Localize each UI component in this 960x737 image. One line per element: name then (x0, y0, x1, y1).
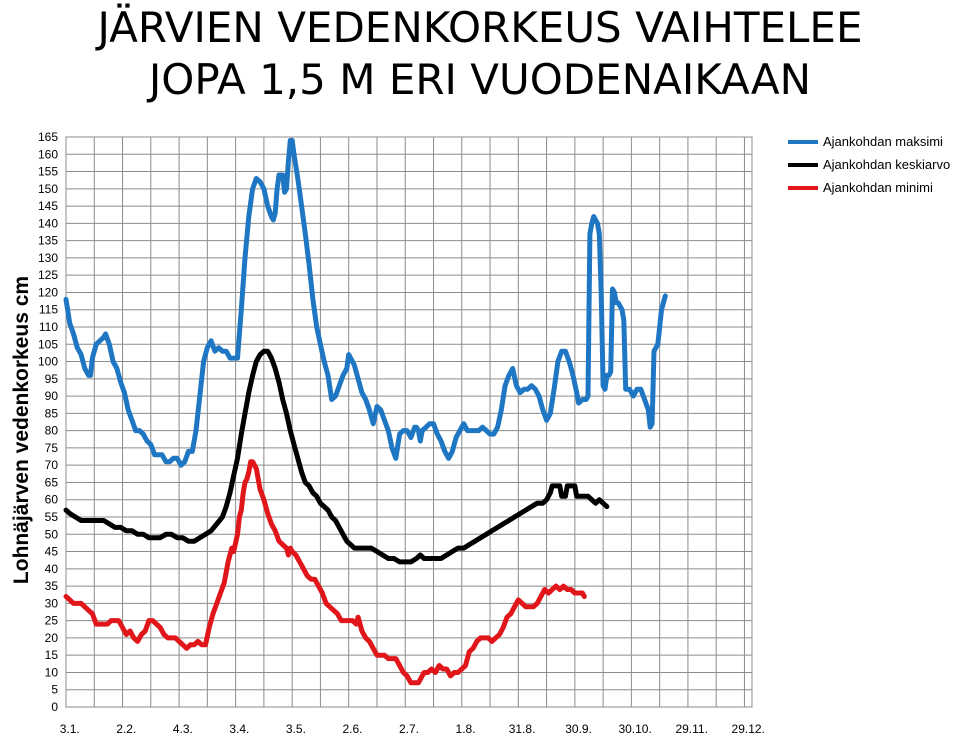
y-tick-label: 135 (38, 234, 58, 248)
chart-title: JÄRVIEN VEDENKORKEUS VAIHTELEE JOPA 1,5 … (20, 2, 940, 106)
y-tick-label: 85 (45, 406, 59, 420)
x-tick-label: 29.11. (675, 722, 707, 736)
y-tick-label: 155 (38, 165, 58, 179)
x-tick-label: 3.5. (286, 722, 306, 736)
x-tick-label: 2.2. (116, 722, 136, 736)
legend-swatch-max (788, 139, 818, 144)
x-tick-label: 30.9. (565, 722, 592, 736)
chart-title-line-1: JÄRVIEN VEDENKORKEUS VAIHTELEE (97, 3, 863, 52)
y-tick-label: 75 (45, 441, 59, 455)
y-tick-label: 105 (38, 337, 58, 351)
y-tick-label: 10 (45, 665, 59, 679)
y-tick-label: 125 (38, 268, 58, 282)
plot-frame (65, 136, 753, 708)
y-tick-label: 50 (45, 527, 59, 541)
y-tick-label: 140 (38, 216, 58, 230)
x-tick-label: 4.3. (173, 722, 193, 736)
y-tick-label: 160 (38, 147, 58, 161)
y-tick-label: 165 (38, 130, 58, 144)
y-tick-label: 45 (45, 545, 59, 559)
legend-label-mean: Ajankohdan keskiarvo (823, 157, 951, 172)
x-tick-label: 2.6. (342, 722, 362, 736)
y-tick-label: 15 (45, 648, 59, 662)
y-tick-labels: 0 5 10 15 20 25 30 35 40 45 50 55 60 65 70 75 80 85 90 95 10… (38, 130, 58, 714)
series-line-2 (63, 459, 587, 686)
y-tick-label: 70 (45, 458, 59, 472)
y-tick-label: 115 (39, 303, 58, 317)
series-line-0 (63, 138, 668, 468)
y-tick-label: 145 (38, 199, 58, 213)
x-tick-label: 31.8. (509, 722, 536, 736)
legend-item-mean: Ajankohdan keskiarvo (788, 153, 950, 176)
y-tick-label: 110 (39, 320, 58, 334)
series-line-1 (63, 348, 610, 565)
y-tick-label: 95 (45, 372, 59, 386)
x-tick-label: 30.10. (618, 722, 651, 736)
y-tick-label: 35 (45, 579, 59, 593)
y-tick-label: 90 (45, 389, 59, 403)
y-tick-label: 100 (38, 355, 58, 369)
y-tick-label: 0 (51, 700, 58, 714)
legend-item-max: Ajankohdan maksimi (788, 130, 950, 153)
y-tick-label: 20 (45, 631, 59, 645)
y-tick-label: 40 (45, 562, 59, 576)
legend-label-max: Ajankohdan maksimi (823, 134, 943, 149)
x-tick-label: 29.12. (732, 722, 765, 736)
x-tick-labels: 3.1. 2.2. 4.3. 3.4. 3.5. 2.6. 2.7. 1.8. 31.8. 30.… (60, 722, 765, 736)
legend-item-min: Ajankohdan minimi (788, 176, 950, 199)
y-tick-label: 25 (45, 614, 59, 628)
y-tick-label: 65 (45, 475, 59, 489)
legend-swatch-mean (788, 162, 818, 167)
grid-lines (65, 136, 753, 708)
y-tick-label: 5 (51, 683, 58, 697)
y-tick-label: 60 (45, 493, 59, 507)
x-tick-label: 3.4. (229, 722, 249, 736)
y-tick-label: 130 (38, 251, 58, 265)
chart-title-line-2: JOPA 1,5 M ERI VUODENAIKAAN (148, 55, 812, 104)
series-lines (63, 138, 668, 686)
legend-swatch-min (788, 185, 818, 190)
x-tick-label: 1.8. (456, 722, 476, 736)
y-tick-label: 55 (45, 510, 59, 524)
y-tick-label: 30 (45, 596, 59, 610)
legend-label-min: Ajankohdan minimi (823, 180, 933, 195)
y-tick-label: 80 (45, 424, 59, 438)
x-tick-label: 2.7. (399, 722, 419, 736)
y-tick-label: 150 (38, 182, 58, 196)
x-tick-label: 3.1. (60, 722, 80, 736)
legend: Ajankohdan maksimi Ajankohdan keskiarvo … (788, 130, 950, 199)
y-tick-label: 120 (38, 285, 58, 299)
